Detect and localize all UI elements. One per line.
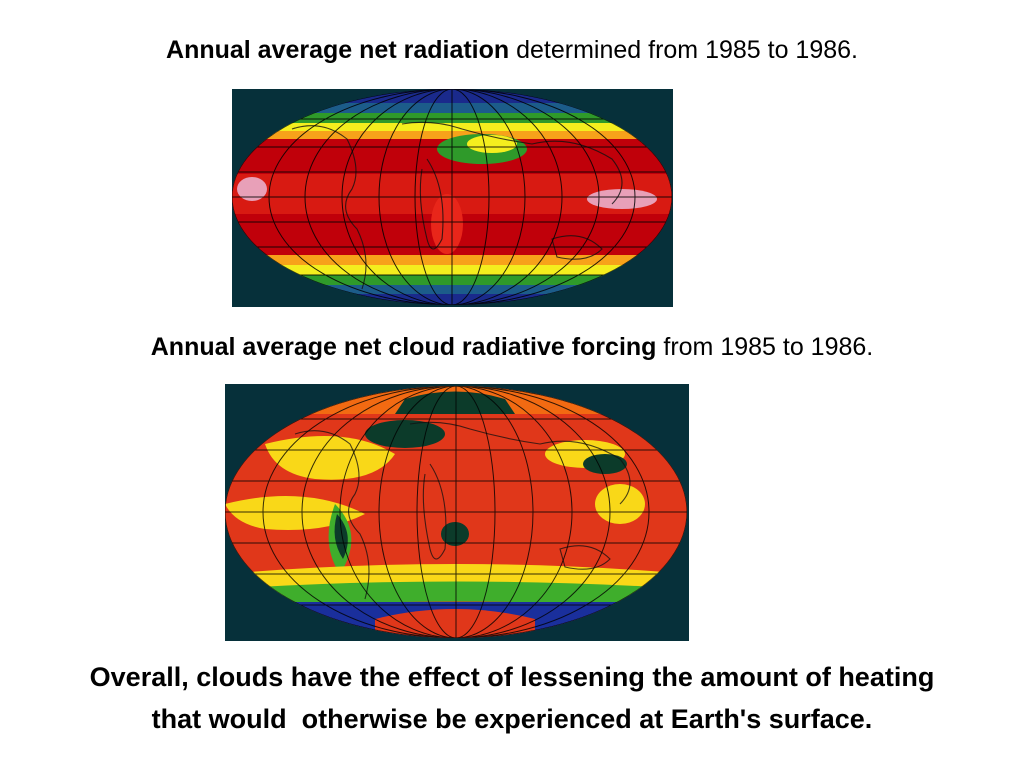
cloud-forcing-map-image xyxy=(225,384,689,641)
caption-net-radiation: Annual average net radiation determined … xyxy=(0,34,1024,66)
conclusion-text: Overall, clouds have the effect of lesse… xyxy=(20,656,1004,740)
caption-cloud-forcing-bold: Annual average net cloud radiative forci… xyxy=(150,333,657,361)
world-map-net-radiation-icon xyxy=(232,89,673,307)
net-radiation-map-image xyxy=(232,89,673,307)
caption-cloud-forcing-rest: from 1985 to 1986. xyxy=(656,333,874,361)
world-map-cloud-forcing-icon xyxy=(225,384,689,641)
conclusion-line-1: Overall, clouds have the effect of lesse… xyxy=(89,662,935,692)
conclusion-line-2: that would otherwise be experienced at E… xyxy=(151,704,873,734)
caption-net-radiation-rest: determined from 1985 to 1986. xyxy=(509,36,858,64)
caption-net-radiation-bold: Annual average net radiation xyxy=(166,36,510,64)
caption-cloud-forcing: Annual average net cloud radiative forci… xyxy=(0,331,1024,363)
